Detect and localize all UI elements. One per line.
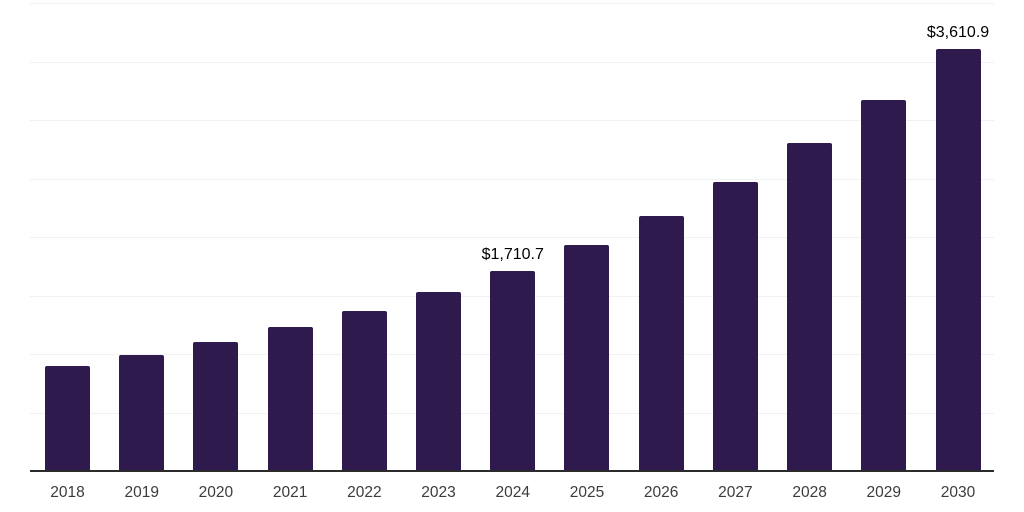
gridline <box>30 61 994 63</box>
x-tick-2021: 2021 <box>272 484 308 501</box>
gridline <box>30 3 994 4</box>
bar-2030 <box>935 48 981 471</box>
x-tick-2018: 2018 <box>50 484 85 501</box>
x-axis-line <box>30 470 994 472</box>
x-tick-2025: 2025 <box>569 484 605 501</box>
x-tick-2024: 2024 <box>495 484 530 501</box>
x-tick-2020: 2020 <box>198 484 234 501</box>
bar-2028 <box>787 143 833 471</box>
bar-2018 <box>45 366 90 471</box>
plot-area: $1,710.7 $3,610.9 <box>30 3 994 471</box>
x-tick-2029: 2029 <box>866 484 902 501</box>
x-tick-2028: 2028 <box>792 484 827 501</box>
x-tick-2019: 2019 <box>124 484 159 501</box>
gridline <box>30 178 994 180</box>
bar-2027 <box>712 182 758 471</box>
bar-2022 <box>341 311 387 471</box>
bar-2025 <box>564 244 610 471</box>
x-tick-2030: 2030 <box>940 484 976 501</box>
bar-2020 <box>193 342 239 471</box>
data-label-2024: $1,710.7 <box>481 245 544 263</box>
x-tick-2027: 2027 <box>718 484 753 501</box>
gridline <box>30 237 994 238</box>
bar-2023 <box>416 292 462 471</box>
x-tick-2023: 2023 <box>421 484 456 501</box>
x-tick-2026: 2026 <box>643 484 679 501</box>
data-label-2030: $3,610.9 <box>926 23 990 41</box>
x-tick-2022: 2022 <box>347 484 382 501</box>
bar-2029 <box>861 99 907 471</box>
gridline <box>30 120 994 121</box>
bar-2024 <box>490 270 536 471</box>
bar-2021 <box>267 327 313 471</box>
bar-2019 <box>119 354 165 471</box>
bar-2026 <box>638 215 684 471</box>
